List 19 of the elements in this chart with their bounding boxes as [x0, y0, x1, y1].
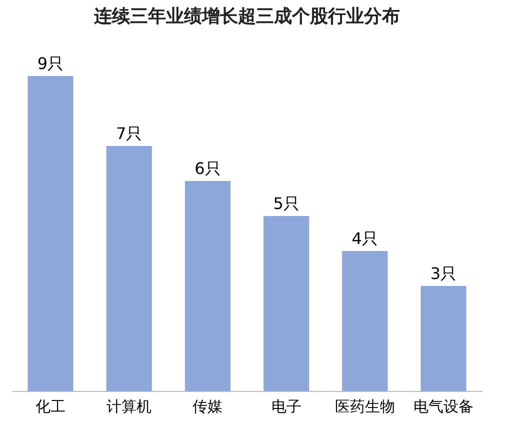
data-label: 6只 — [194, 159, 221, 178]
x-tick-label: 电子 — [271, 398, 302, 416]
x-tick-label: 化工 — [36, 398, 66, 416]
data-label: 3只 — [430, 264, 457, 283]
x-tick-label: 计算机 — [106, 398, 152, 416]
x-tick-label: 传媒 — [192, 398, 223, 416]
bar — [184, 181, 230, 391]
data-label: 7只 — [116, 124, 142, 143]
data-label: 4只 — [352, 229, 378, 248]
x-tick-label: 医药生物 — [334, 398, 395, 416]
bar — [264, 216, 310, 391]
bar — [342, 251, 388, 391]
data-label: 9只 — [37, 54, 64, 73]
chart-title: 连续三年业绩增长超三成个股行业分布 — [93, 6, 400, 27]
x-tick-label: 电气设备 — [413, 398, 474, 416]
bar — [106, 146, 152, 391]
bar — [420, 286, 466, 391]
bar — [28, 76, 74, 391]
data-label: 5只 — [273, 194, 300, 213]
